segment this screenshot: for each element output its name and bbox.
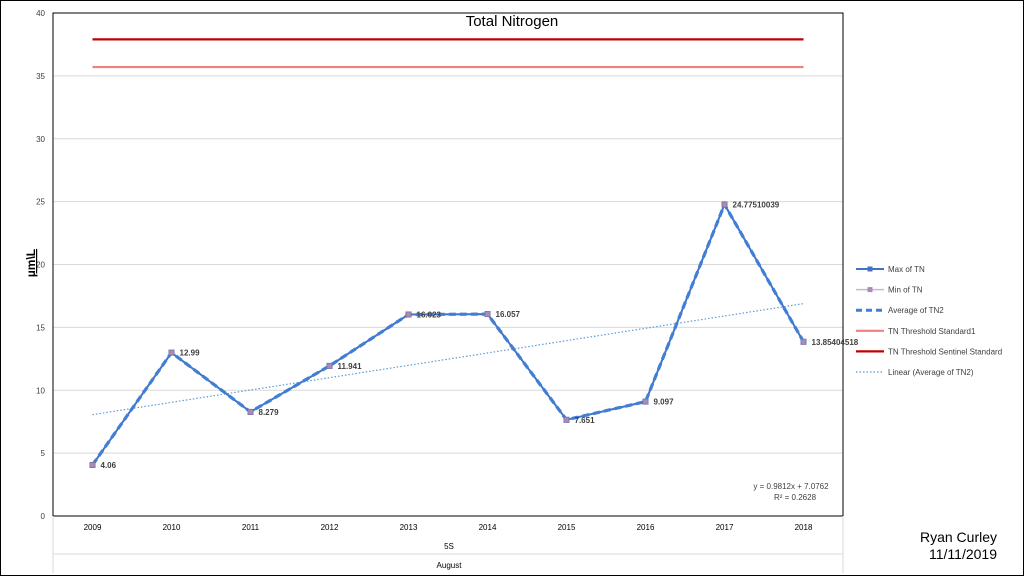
y-tick-label: 5 (41, 449, 46, 458)
min-tn-point (326, 363, 333, 369)
legend: Max of TN Min of TN Average of TN2 TN Thres… (856, 265, 1002, 377)
y-tick-label: 0 (41, 512, 46, 521)
author-name: Ryan Curley (919, 529, 997, 545)
max-tn-line (91, 202, 805, 466)
data-label: 13.85404518 (812, 338, 859, 347)
y-tick-label: 35 (36, 72, 45, 81)
data-label: 16.023 (417, 311, 442, 320)
x-axis-label-row2: August (437, 561, 463, 570)
plot-area-frame (52, 12, 844, 517)
min-tn-point (168, 349, 175, 356)
legend-swatch-marker (867, 287, 873, 293)
legend-label: Average of TN2 (888, 306, 944, 315)
legend-label: TN Threshold Sentinel Standard (888, 347, 1002, 356)
min-tn-point (800, 338, 807, 345)
y-tick-label: 25 (36, 198, 45, 207)
data-label: 9.097 (654, 398, 675, 407)
legend-item: Average of TN2 (856, 306, 944, 315)
x-tick-label: 2014 (479, 523, 497, 532)
min-tn-point (642, 398, 649, 405)
x-tick-label: 2010 (163, 523, 181, 532)
author-block: Ryan Curley 11/11/2019 (920, 529, 997, 563)
data-label: 4.06 (101, 461, 117, 470)
x-tick-label: 2017 (716, 523, 734, 532)
series (89, 38, 807, 468)
x-axis-label-row1: 5S (444, 542, 454, 551)
y-tick-labels: 0 5 10 15 20 25 30 35 40 (36, 9, 45, 521)
x-tick-label: 2015 (558, 523, 576, 532)
author-date: 11/11/2019 (929, 546, 997, 562)
chart-title: Total Nitrogen (466, 13, 559, 30)
min-tn-point (247, 409, 254, 415)
gridlines (53, 75, 843, 454)
data-label: 12.99 (180, 349, 201, 358)
data-label: 11.941 (338, 362, 363, 371)
x-tick-label: 2018 (795, 523, 813, 532)
trendline-r-squared: R² = 0.2628 (774, 493, 817, 502)
legend-label: Min of TN (888, 286, 923, 295)
y-tick-label: 40 (36, 9, 45, 18)
min-tn-point (405, 311, 412, 318)
data-labels: 4.06 12.99 8.279 11.941 16.023 16.057 7.651 9.0… (101, 200, 859, 469)
x-tick-label: 2013 (400, 523, 418, 532)
y-tick-label: 30 (36, 135, 45, 144)
x-tick-labels: 2009 2010 2011 2012 2013 2014 2015 2016 2017 2018 (84, 523, 813, 532)
legend-item: TN Threshold Standard1 (856, 327, 976, 336)
x-tick-label: 2012 (321, 523, 339, 532)
average-tn2-line (91, 200, 805, 466)
data-label: 8.279 (259, 408, 280, 417)
x-tick-label: 2016 (637, 523, 655, 532)
trendline (92, 303, 804, 416)
legend-label: Max of TN (888, 265, 925, 274)
legend-item: Linear (Average of TN2) (856, 368, 974, 377)
trendline-equation: y = 0.9812x + 7.0762 (753, 482, 829, 491)
x-tick-label: 2009 (84, 523, 102, 532)
legend-item: TN Threshold Sentinel Standard (856, 347, 1002, 356)
y-tick-label: 20 (36, 261, 45, 270)
data-label: 24.77510039 (733, 200, 780, 209)
legend-item: Min of TN (856, 286, 923, 295)
data-label: 7.651 (575, 416, 596, 425)
data-label: 16.057 (496, 310, 521, 319)
y-tick-label: 15 (36, 323, 45, 332)
y-axis-label: µm\L (24, 249, 38, 277)
legend-item: Max of TN (856, 265, 925, 274)
y-tick-label: 10 (36, 386, 45, 395)
legend-swatch-marker (867, 266, 873, 272)
min-tn-point (89, 462, 96, 468)
x-tick-label: 2011 (242, 523, 260, 532)
min-tn-point (563, 416, 570, 423)
legend-label: Linear (Average of TN2) (888, 368, 974, 377)
min-tn-point (484, 311, 491, 317)
legend-label: TN Threshold Standard1 (888, 327, 976, 336)
min-tn-point (721, 201, 728, 208)
